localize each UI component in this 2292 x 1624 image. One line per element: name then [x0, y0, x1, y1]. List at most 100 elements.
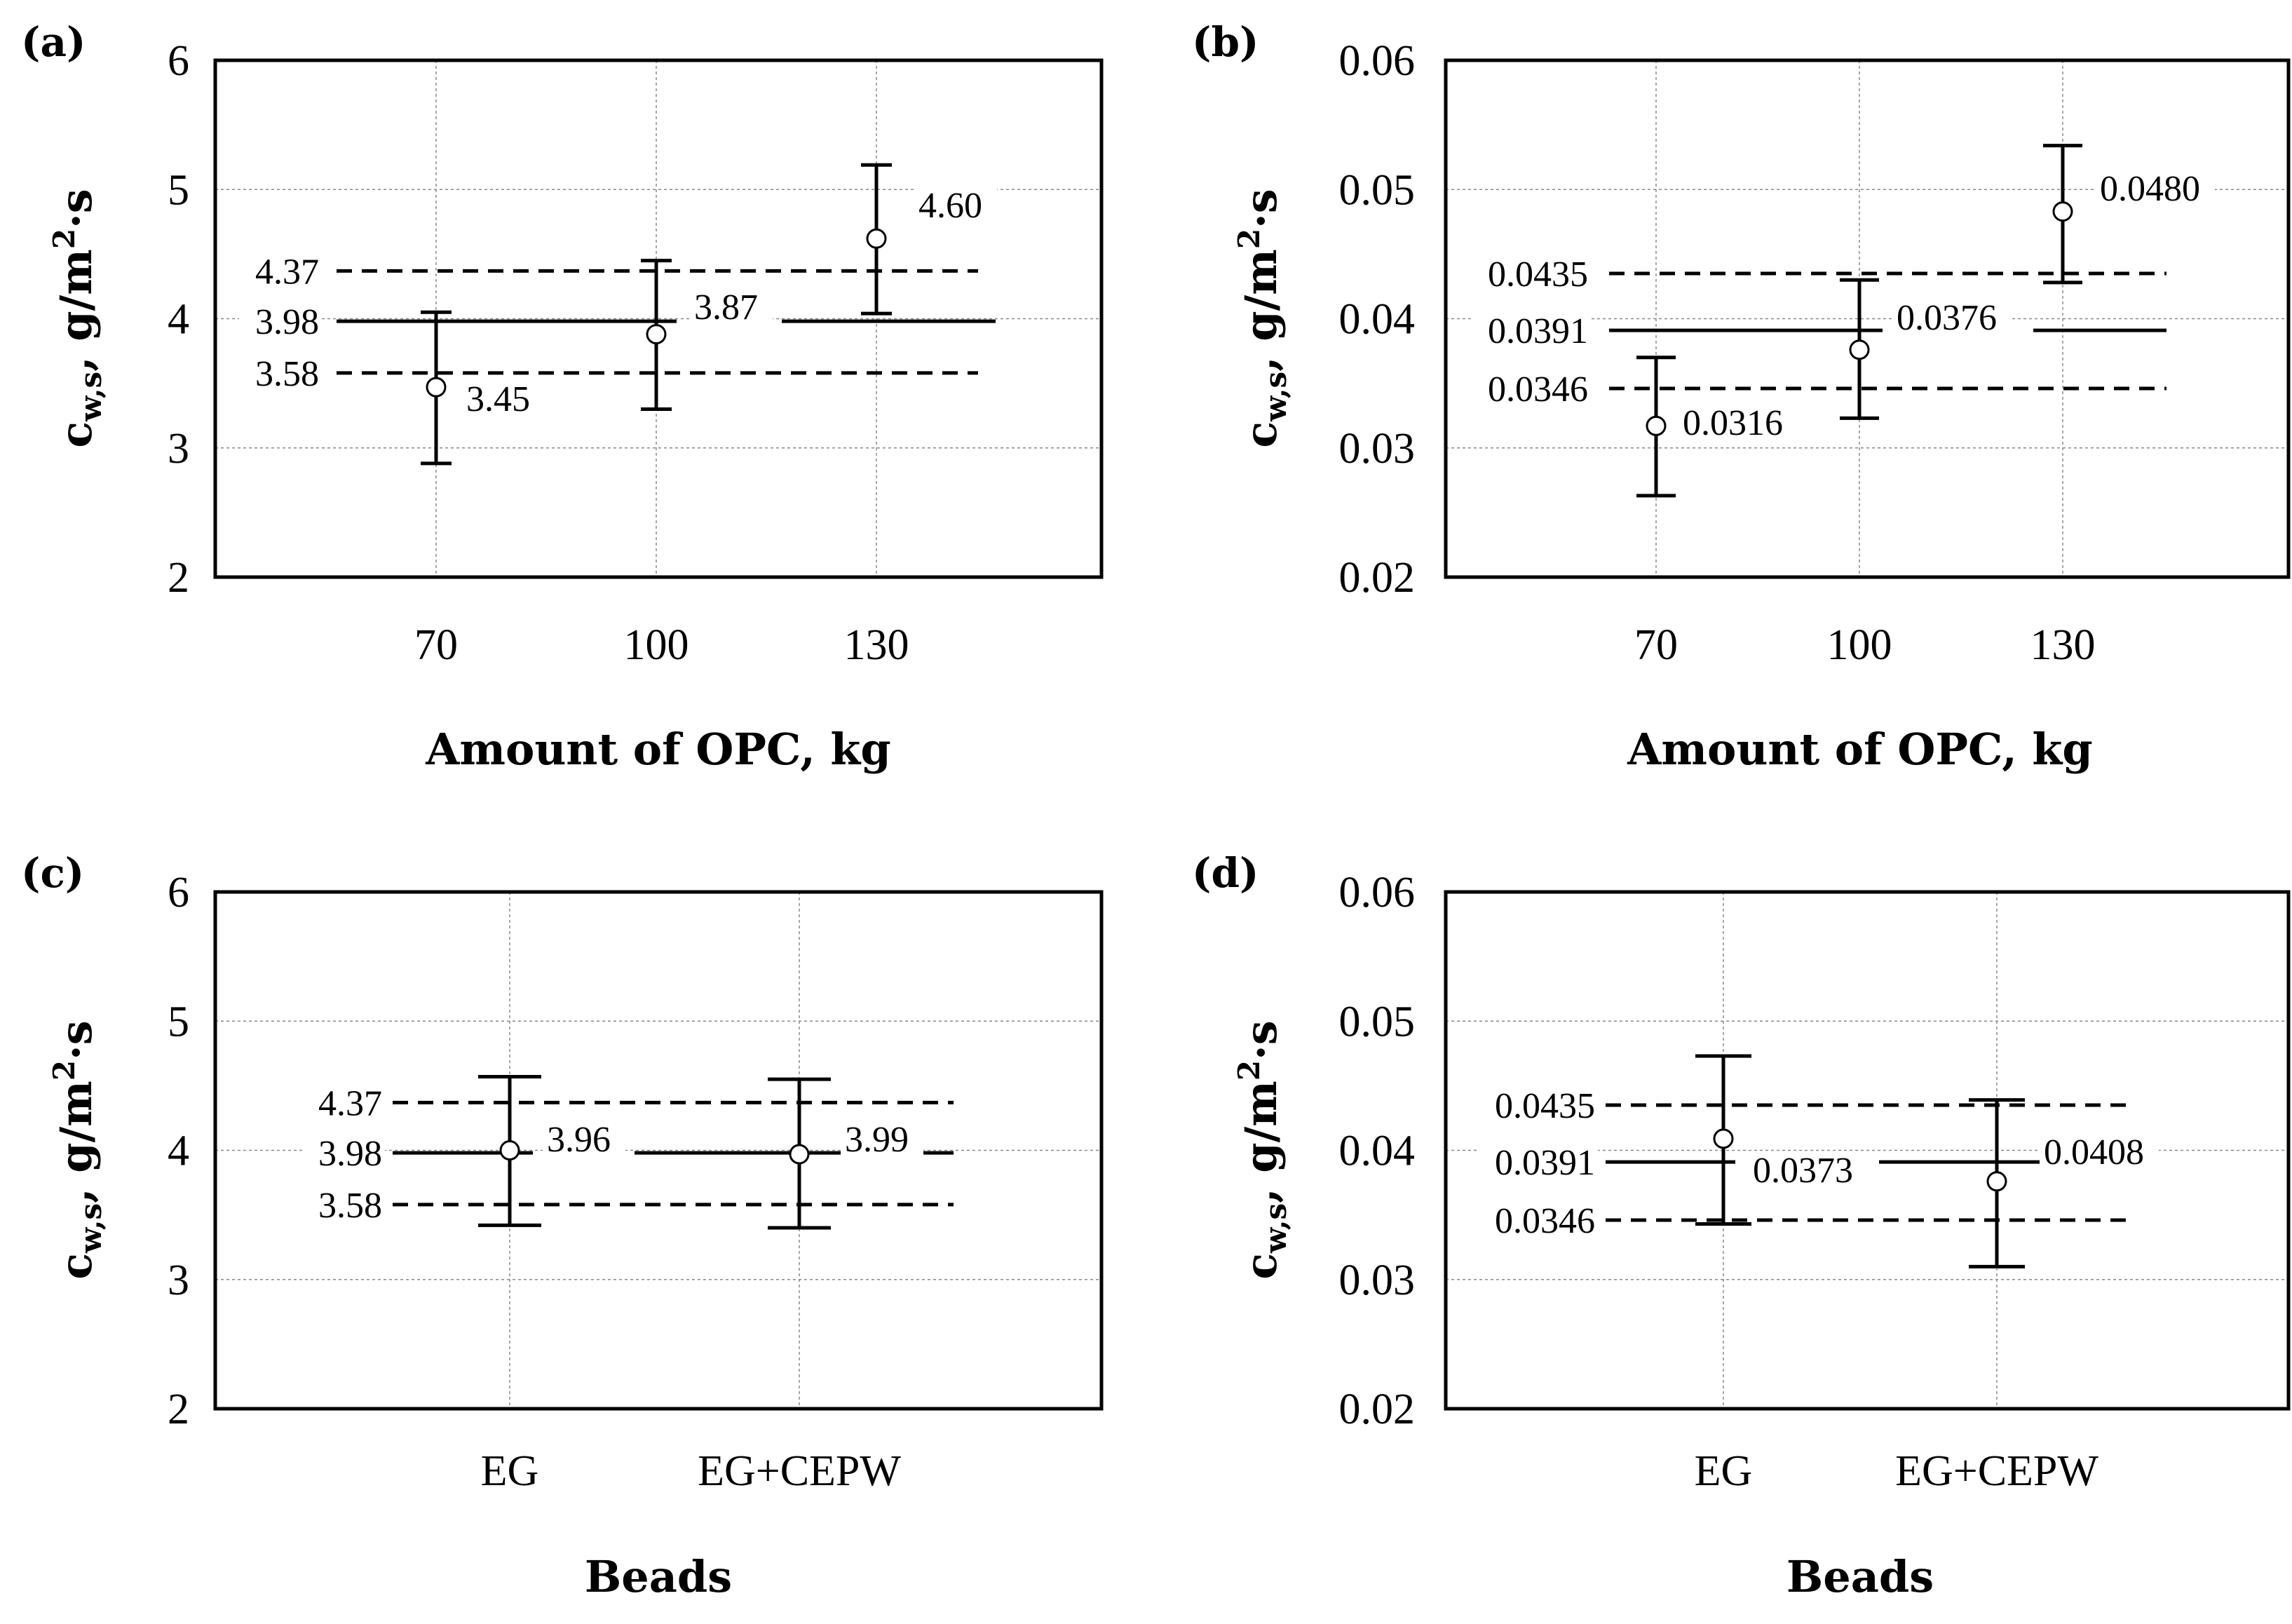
panel-b-ref-label-bg	[1472, 368, 1591, 407]
panel-b: (b) 0.0316 0.0376 0.0480 0.0435 0.0391 0.034…	[1192, 18, 2291, 775]
panel-d-reference-labels: 0.0435 0.0391 0.0346	[1479, 1085, 1598, 1241]
panel-c-ref-label-bg	[302, 1083, 385, 1121]
panel-b-point-label: 0.0316	[1683, 403, 1783, 443]
panel-a-y-ticks: 2 3 4 5 6	[168, 37, 189, 602]
panel-a-point-labels: 3.45 3.87 4.60	[462, 186, 997, 421]
panel-d-point-label-bg	[1749, 1153, 1868, 1192]
panel-c-plot-frame	[213, 890, 1104, 1411]
panel-b-ylabel-sup: 2	[1232, 229, 1266, 249]
panel-c-point-label-bg	[543, 1122, 625, 1161]
panel-a-ytick-label: 4	[168, 296, 189, 344]
panel-a-ref-label: 4.37	[255, 252, 319, 292]
panel-d-ylabel-tail: ·s	[1235, 1020, 1287, 1060]
panel-b-reference-labels: 0.0435 0.0391 0.0346	[1472, 254, 1591, 410]
panel-c-ref-label: 3.58	[318, 1186, 382, 1226]
panel-b-point-label: 0.0480	[2100, 169, 2200, 209]
panel-a-ylabel-sup: 2	[47, 229, 81, 249]
panel-d-ref-label-bg	[1479, 1085, 1598, 1124]
panel-b-points	[1646, 201, 2073, 436]
panel-b-ref-label: 0.0346	[1488, 370, 1588, 410]
panel-d-reference-lines	[1606, 1103, 2135, 1222]
panel-b-ylabel-sub: w,s	[1259, 372, 1293, 422]
panel-c-ref-label: 4.37	[318, 1083, 382, 1123]
panel-c-point-labels: 3.96 3.99	[543, 1120, 923, 1161]
panel-c: (c) 3.96 3.99 4.37 3.98 3.58 2 3 4 5 6 EG EG+CEP…	[21, 849, 1104, 1602]
panel-c-ytick-label: 6	[168, 869, 189, 916]
panel-a-point-label-bg	[462, 381, 545, 421]
panel-b-xtick-label: 100	[1827, 621, 1892, 669]
panel-b-point-labels: 0.0316 0.0376 0.0480	[1679, 169, 2215, 445]
panel-a-point-label: 3.87	[694, 287, 758, 327]
panel-a-xtick-label: 70	[414, 621, 458, 669]
panel-b-xtick-label: 130	[2030, 621, 2096, 669]
panel-c-ytick-label: 5	[168, 998, 189, 1046]
panel-c-ytick-label: 3	[168, 1257, 189, 1304]
panel-a-ylabel-mid: , g/m	[50, 249, 102, 372]
panel-c-points	[499, 1140, 810, 1165]
panel-d-ytick-label: 0.04	[1339, 1128, 1416, 1175]
panel-a-ytick-label: 6	[168, 37, 189, 85]
panel-a-xtick-label: 100	[624, 621, 689, 669]
panel-a-y-axis-label: cw,s, g/m2·s	[47, 189, 108, 447]
panel-a-ref-label-bg	[239, 302, 322, 340]
panel-a-reference-lines	[337, 269, 996, 375]
panel-b-ytick-label: 0.04	[1339, 296, 1416, 344]
panel-b-point-100	[1849, 339, 1870, 360]
panel-b-y-axis-label: cw,s, g/m2·s	[1232, 189, 1293, 447]
panel-d-ytick-label: 0.03	[1339, 1257, 1416, 1304]
panel-d-ytick-label: 0.02	[1339, 1386, 1416, 1433]
panel-c-xtick-label: EG+CEPW	[698, 1447, 901, 1495]
panel-d-ref-label: 0.0435	[1495, 1086, 1595, 1126]
panel-b-ref-label-bg	[1472, 311, 1591, 349]
panel-d-point-labels: 0.0373 0.0408	[1749, 1132, 2159, 1192]
panel-c-ylabel-sup: 2	[47, 1060, 81, 1081]
panel-d-ytick-label: 0.06	[1339, 869, 1416, 916]
panel-a-xtick-label: 130	[844, 621, 909, 669]
panel-c-ylabel-tail: ·s	[50, 1020, 102, 1060]
panel-d-point-EG	[1713, 1128, 1734, 1149]
panel-d-y-axis-label: cw,s, g/m2·s	[1232, 1020, 1293, 1279]
panel-c-ref-label-bg	[302, 1184, 385, 1223]
panel-a-ylabel-main: c	[50, 421, 102, 448]
panel-b-point-70	[1646, 415, 1667, 436]
panel-c-reference-labels: 4.37 3.98 3.58	[302, 1083, 385, 1226]
panel-c-ref-label: 3.98	[318, 1134, 382, 1174]
panel-c-x-ticks: EG EG+CEPW	[481, 1447, 902, 1495]
panel-d-ref-label: 0.0391	[1495, 1143, 1595, 1183]
panel-d-plot-frame	[1444, 890, 2291, 1411]
panel-a-point-70	[426, 377, 447, 398]
panel-a-point-label: 4.60	[918, 186, 982, 226]
panel-a-x-axis-label: Amount of OPC, kg	[425, 724, 890, 775]
panel-a-ytick-label: 2	[168, 554, 189, 602]
panel-b-plot-frame	[1444, 58, 2291, 579]
panel-a-ylabel-tail: ·s	[50, 189, 102, 229]
panel-a-points	[426, 228, 887, 398]
panel-b-point-130	[2052, 201, 2073, 222]
panel-a-ref-label-bg	[239, 353, 322, 391]
panel-a-ytick-label: 3	[168, 425, 189, 473]
panel-b-point-label-bg	[1892, 300, 2012, 339]
panel-a-ytick-label: 5	[168, 166, 189, 214]
panel-c-y-ticks: 2 3 4 5 6	[168, 869, 189, 1433]
panel-b-ytick-label: 0.03	[1339, 425, 1416, 473]
panel-a-plot-frame	[213, 58, 1104, 579]
panel-b-ylabel-mid: , g/m	[1235, 249, 1287, 372]
panel-b-y-ticks: 0.02 0.03 0.04 0.05 0.06	[1339, 37, 1416, 602]
panel-c-point-label: 3.96	[547, 1120, 611, 1160]
panel-b-reference-lines	[1609, 271, 2166, 391]
panel-b-xtick-label: 70	[1634, 621, 1678, 669]
panel-b-point-label-bg	[2096, 171, 2215, 210]
panel-d-point-label-bg	[2040, 1135, 2159, 1174]
panel-d-point-label: 0.0373	[1753, 1151, 1853, 1191]
panel-d-xtick-label: EG+CEPW	[1895, 1447, 2098, 1495]
panel-a-point-label: 3.45	[466, 379, 530, 419]
panel-b-ytick-label: 0.02	[1339, 554, 1416, 602]
panel-d-ytick-label: 0.05	[1339, 998, 1416, 1046]
panel-a: (a) 3.45 3.87 4.60 4.37 3.98 3.58 2 3 4 5 6 70 10…	[21, 18, 1104, 775]
panel-c-x-axis-label: Beads	[585, 1551, 732, 1602]
panel-c-point-EG+CEPW	[789, 1144, 810, 1165]
panel-d-ref-label: 0.0346	[1495, 1201, 1595, 1241]
panel-a-ref-label: 3.58	[255, 354, 319, 394]
panel-c-ylabel-sub: w,s	[74, 1203, 108, 1254]
